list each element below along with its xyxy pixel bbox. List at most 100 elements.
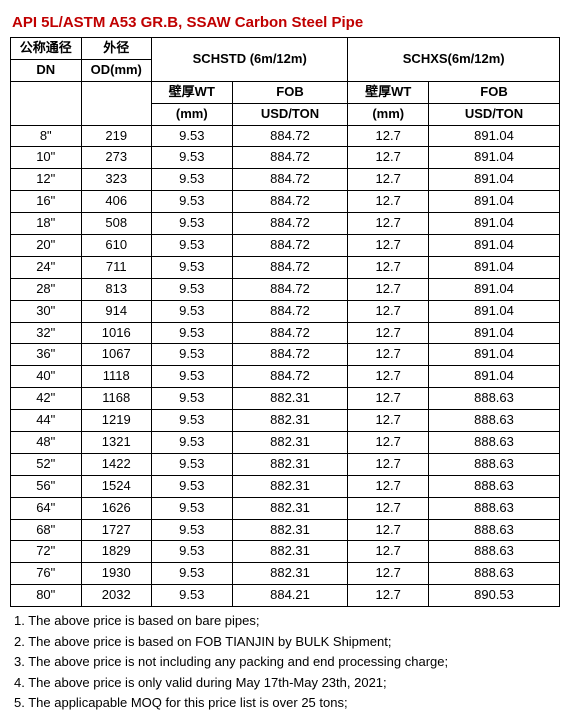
cell-std_fob: 882.31 [232, 541, 348, 563]
cell-dn: 56" [11, 475, 82, 497]
table-row: 56"15249.53882.3112.7888.63 [11, 475, 560, 497]
cell-dn: 44" [11, 410, 82, 432]
cell-xs_wt: 12.7 [348, 453, 429, 475]
table-row: 40"11189.53884.7212.7891.04 [11, 366, 560, 388]
th-dn-1: 公称通径 [11, 38, 82, 60]
cell-od: 508 [81, 213, 152, 235]
cell-xs_fob: 888.63 [429, 541, 560, 563]
cell-std_fob: 882.31 [232, 563, 348, 585]
cell-xs_fob: 888.63 [429, 475, 560, 497]
cell-std_wt: 9.53 [152, 322, 233, 344]
table-row: 18"5089.53884.7212.7891.04 [11, 213, 560, 235]
cell-xs_fob: 891.04 [429, 125, 560, 147]
cell-std_wt: 9.53 [152, 278, 233, 300]
cell-std_fob: 884.72 [232, 322, 348, 344]
cell-od: 1168 [81, 388, 152, 410]
cell-xs_wt: 12.7 [348, 125, 429, 147]
cell-std_wt: 9.53 [152, 213, 233, 235]
notes-block: 1. The above price is based on bare pipe… [14, 611, 563, 713]
cell-dn: 64" [11, 497, 82, 519]
table-row: 80"20329.53884.2112.7890.53 [11, 585, 560, 607]
table-row: 24"7119.53884.7212.7891.04 [11, 256, 560, 278]
cell-std_fob: 884.72 [232, 366, 348, 388]
cell-dn: 28" [11, 278, 82, 300]
cell-od: 1422 [81, 453, 152, 475]
cell-xs_wt: 12.7 [348, 541, 429, 563]
cell-std_wt: 9.53 [152, 169, 233, 191]
cell-xs_wt: 12.7 [348, 410, 429, 432]
cell-std_wt: 9.53 [152, 519, 233, 541]
th-xs-wt-2: (mm) [348, 103, 429, 125]
table-row: 44"12199.53882.3112.7888.63 [11, 410, 560, 432]
cell-xs_wt: 12.7 [348, 169, 429, 191]
cell-std_wt: 9.53 [152, 475, 233, 497]
cell-xs_fob: 890.53 [429, 585, 560, 607]
table-body: 8"2199.53884.7212.7891.0410"2739.53884.7… [11, 125, 560, 607]
cell-std_wt: 9.53 [152, 453, 233, 475]
cell-dn: 52" [11, 453, 82, 475]
table-row: 76"19309.53882.3112.7888.63 [11, 563, 560, 585]
cell-dn: 30" [11, 300, 82, 322]
cell-dn: 24" [11, 256, 82, 278]
cell-std_fob: 884.72 [232, 147, 348, 169]
table-row: 20"6109.53884.7212.7891.04 [11, 235, 560, 257]
cell-std_fob: 884.21 [232, 585, 348, 607]
cell-xs_wt: 12.7 [348, 388, 429, 410]
cell-std_fob: 884.72 [232, 235, 348, 257]
cell-xs_fob: 891.04 [429, 235, 560, 257]
cell-od: 1930 [81, 563, 152, 585]
th-blank-1 [11, 81, 82, 125]
cell-std_wt: 9.53 [152, 497, 233, 519]
cell-dn: 68" [11, 519, 82, 541]
cell-xs_fob: 891.04 [429, 322, 560, 344]
cell-std_wt: 9.53 [152, 432, 233, 454]
cell-std_wt: 9.53 [152, 585, 233, 607]
table-row: 64"16269.53882.3112.7888.63 [11, 497, 560, 519]
table-row: 16"4069.53884.7212.7891.04 [11, 191, 560, 213]
cell-od: 2032 [81, 585, 152, 607]
cell-std_fob: 882.31 [232, 497, 348, 519]
th-xs-fob-1: FOB [429, 81, 560, 103]
cell-xs_fob: 888.63 [429, 432, 560, 454]
cell-dn: 76" [11, 563, 82, 585]
cell-xs_wt: 12.7 [348, 278, 429, 300]
header-row-1: 公称通径 外径 SCHSTD (6m/12m) SCHXS(6m/12m) [11, 38, 560, 60]
cell-dn: 32" [11, 322, 82, 344]
table-row: 52"14229.53882.3112.7888.63 [11, 453, 560, 475]
cell-std_fob: 884.72 [232, 278, 348, 300]
cell-std_fob: 884.72 [232, 169, 348, 191]
cell-std_fob: 884.72 [232, 125, 348, 147]
th-blank-2 [81, 81, 152, 125]
cell-std_wt: 9.53 [152, 191, 233, 213]
cell-xs_fob: 888.63 [429, 519, 560, 541]
th-dn-2: DN [11, 59, 82, 81]
cell-od: 711 [81, 256, 152, 278]
cell-xs_wt: 12.7 [348, 432, 429, 454]
cell-xs_fob: 888.63 [429, 388, 560, 410]
cell-xs_fob: 891.04 [429, 344, 560, 366]
cell-dn: 12" [11, 169, 82, 191]
cell-od: 813 [81, 278, 152, 300]
cell-od: 1118 [81, 366, 152, 388]
table-row: 72"18299.53882.3112.7888.63 [11, 541, 560, 563]
cell-std_fob: 882.31 [232, 475, 348, 497]
cell-std_wt: 9.53 [152, 300, 233, 322]
cell-xs_fob: 888.63 [429, 410, 560, 432]
cell-std_fob: 884.72 [232, 344, 348, 366]
th-std-wt-1: 壁厚WT [152, 81, 233, 103]
th-std-wt-2: (mm) [152, 103, 233, 125]
cell-std_wt: 9.53 [152, 366, 233, 388]
cell-od: 1626 [81, 497, 152, 519]
cell-std_wt: 9.53 [152, 147, 233, 169]
cell-xs_wt: 12.7 [348, 191, 429, 213]
cell-xs_fob: 891.04 [429, 213, 560, 235]
cell-dn: 72" [11, 541, 82, 563]
cell-od: 1727 [81, 519, 152, 541]
cell-xs_wt: 12.7 [348, 235, 429, 257]
cell-xs_wt: 12.7 [348, 475, 429, 497]
cell-xs_fob: 891.04 [429, 256, 560, 278]
cell-xs_wt: 12.7 [348, 519, 429, 541]
cell-od: 219 [81, 125, 152, 147]
cell-od: 914 [81, 300, 152, 322]
cell-xs_wt: 12.7 [348, 147, 429, 169]
